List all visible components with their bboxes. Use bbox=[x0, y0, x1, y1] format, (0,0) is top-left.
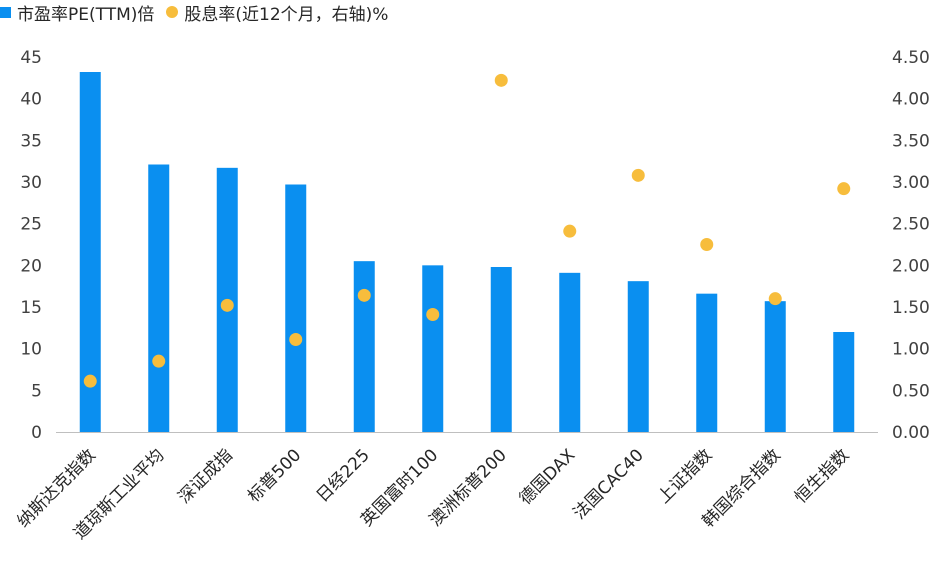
y-right-tick-label: 2.50 bbox=[892, 215, 930, 235]
y-left-tick-label: 30 bbox=[20, 173, 42, 193]
y-right-tick-label: 0.00 bbox=[892, 423, 930, 443]
dividend-point bbox=[837, 182, 851, 196]
y-left-tick-label: 10 bbox=[20, 340, 42, 360]
x-category-label: 恒生指数 bbox=[791, 445, 853, 507]
pe-bar bbox=[353, 261, 375, 432]
x-category-label: 日经225 bbox=[313, 445, 374, 506]
y-left-tick-label: 20 bbox=[20, 256, 42, 276]
pe-bar bbox=[422, 265, 444, 432]
dividend-point bbox=[220, 298, 234, 312]
legend-dot-swatch bbox=[166, 6, 179, 18]
y-left-tick-label: 15 bbox=[20, 298, 42, 318]
y-right-tick-label: 1.50 bbox=[892, 298, 930, 318]
y-left-tick-label: 25 bbox=[20, 215, 42, 235]
pe-bar bbox=[79, 72, 101, 432]
x-category-label: 法国CAC40 bbox=[570, 445, 648, 523]
pe-bar bbox=[285, 184, 307, 432]
y-left-tick-label: 45 bbox=[20, 48, 42, 68]
legend: 市盈率PE(TTM)倍 股息率(近12个月，右轴)% bbox=[0, 0, 389, 25]
y-left-tick-label: 40 bbox=[20, 90, 42, 110]
y-left-tick-label: 5 bbox=[31, 381, 42, 401]
dividend-point bbox=[83, 374, 97, 388]
dividend-point bbox=[563, 224, 577, 238]
y-right-tick-label: 3.00 bbox=[892, 173, 930, 193]
pe-bar bbox=[764, 301, 786, 432]
y-left-tick-label: 35 bbox=[20, 131, 42, 151]
dividend-point bbox=[768, 292, 782, 306]
legend-label-dividend: 股息率(近12个月，右轴)% bbox=[184, 4, 389, 25]
legend-bar-swatch bbox=[0, 6, 11, 18]
y-right-tick-label: 3.50 bbox=[892, 131, 930, 151]
dividend-point bbox=[357, 288, 371, 302]
y-right-tick-label: 0.50 bbox=[892, 381, 930, 401]
y-right-tick-label: 2.00 bbox=[892, 256, 930, 276]
x-category-label: 标普500 bbox=[244, 445, 305, 506]
dividend-point bbox=[700, 238, 714, 251]
y-right-tick-label: 4.00 bbox=[892, 90, 930, 110]
x-category-label: 深证成指 bbox=[175, 445, 237, 507]
pe-bar bbox=[696, 293, 718, 432]
x-category-label: 德国DAX bbox=[516, 445, 580, 509]
pe-bar bbox=[559, 272, 581, 432]
dividend-point bbox=[426, 308, 440, 321]
pe-bar bbox=[627, 281, 649, 432]
legend-label-pe: 市盈率PE(TTM)倍 bbox=[17, 4, 155, 25]
pe-bar bbox=[833, 332, 855, 432]
dividend-point bbox=[631, 168, 645, 182]
dividend-point bbox=[289, 333, 303, 346]
pe-bar bbox=[148, 164, 170, 432]
dividend-point bbox=[152, 354, 166, 368]
dividend-point bbox=[494, 73, 508, 87]
y-right-tick-label: 4.50 bbox=[892, 48, 930, 68]
x-category-label: 上证指数 bbox=[654, 445, 716, 507]
pe-bar bbox=[490, 267, 512, 432]
y-left-tick-label: 0 bbox=[31, 423, 42, 443]
y-right-tick-label: 1.00 bbox=[892, 340, 930, 360]
